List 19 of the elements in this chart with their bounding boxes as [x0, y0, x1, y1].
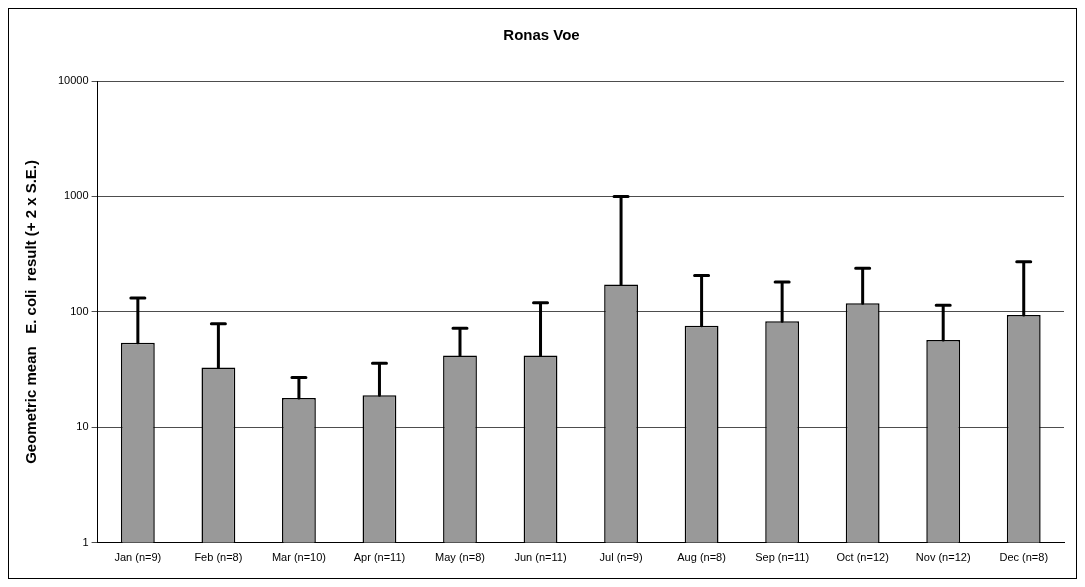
y-tick-label: 10	[76, 420, 89, 433]
x-tick-label: Sep (n=11)	[755, 551, 810, 564]
x-tick-label: Mar (n=10)	[271, 551, 326, 564]
y-tick-label: 100	[70, 304, 89, 317]
y-axis-title: Geometric mean E. coli result (+ 2 x S.E.)	[22, 159, 40, 464]
x-tick-label: Nov (n=12)	[915, 551, 971, 564]
x-tick-label: May (n=8)	[435, 551, 485, 564]
x-tick-label: Jan (n=9)	[114, 551, 162, 564]
x-tick-label: Dec (n=8)	[999, 551, 1049, 564]
x-tick-label: Apr (n=11)	[353, 551, 406, 564]
chart-title: Ronas Voe	[503, 26, 580, 44]
x-tick-label: Oct (n=12)	[836, 551, 889, 564]
y-tick-label: 1	[82, 535, 89, 548]
x-tick-label: Jul (n=9)	[599, 551, 643, 564]
y-tick-label: 10000	[57, 74, 89, 87]
y-tick-label: 1000	[64, 189, 89, 202]
x-tick-label: Feb (n=8)	[194, 551, 243, 564]
x-tick-label: Jun (n=11)	[514, 551, 567, 564]
x-tick-label: Aug (n=8)	[677, 551, 726, 564]
